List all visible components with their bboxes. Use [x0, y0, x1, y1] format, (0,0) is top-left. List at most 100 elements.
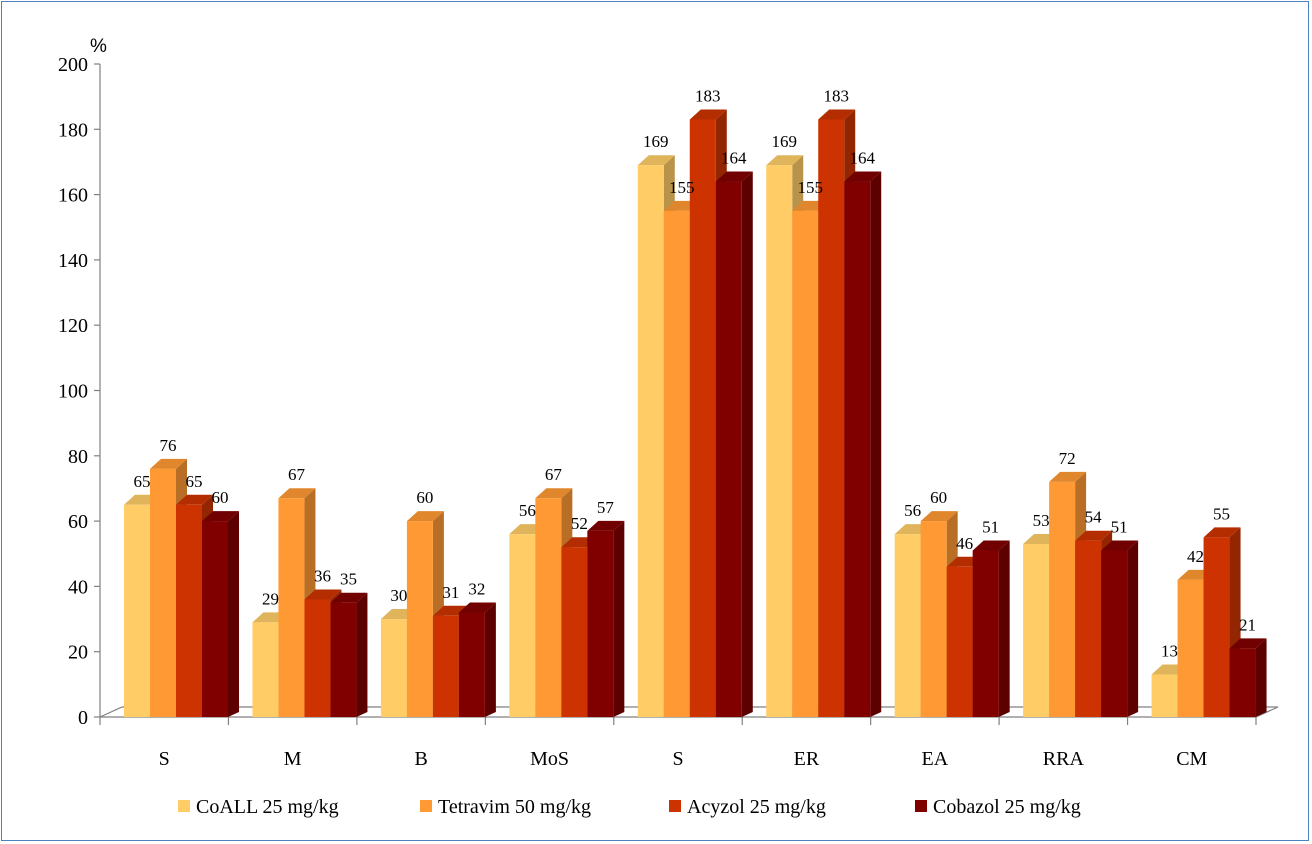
y-tick-label: 120 [58, 315, 88, 337]
bar-side [484, 602, 496, 717]
legend-item: Cobazol 25 mg/kg [915, 796, 1081, 818]
bar-top [1049, 471, 1087, 482]
bar-top [278, 488, 316, 499]
bar-top [1229, 638, 1267, 649]
bar-top [406, 511, 444, 522]
data-label: 164 [721, 149, 747, 168]
bar [330, 592, 368, 717]
bar-side [613, 520, 625, 717]
data-label: 21 [1239, 615, 1256, 634]
x-category-label: M [284, 748, 302, 770]
bar-front [818, 119, 845, 717]
y-tick-label: 20 [68, 642, 88, 664]
data-labels: 65 76 65 60 29 67 36 35 30 60 31 32 56 67 52 57 169 155 18… [134, 87, 1257, 661]
bar [458, 602, 496, 717]
y-tick-label: 80 [68, 446, 88, 468]
data-label: 169 [771, 132, 797, 151]
data-label: 67 [545, 465, 563, 484]
bar-front [561, 547, 588, 717]
bar-front [663, 210, 690, 718]
data-label: 46 [956, 534, 973, 553]
bar-top [689, 109, 727, 120]
bar-front [1049, 481, 1076, 717]
bar-front [202, 521, 228, 717]
bar-front [920, 521, 947, 717]
bar-top [535, 488, 573, 499]
bar-front [715, 181, 742, 718]
bar-top [1075, 530, 1113, 541]
bar-front [406, 521, 433, 717]
legend: CoALL 25 mg/kg Tetravim 50 mg/kg Acyzol 25… [178, 796, 1081, 818]
legend-label: Acyzol 25 mg/kg [687, 796, 826, 818]
bar-front [124, 504, 150, 717]
data-label: 52 [571, 514, 588, 533]
bar-top [458, 602, 496, 613]
bar-top [766, 155, 804, 166]
y-tick-label: 140 [58, 250, 88, 272]
legend-item: Acyzol 25 mg/kg [669, 796, 826, 818]
bar-front [587, 530, 614, 717]
bar [587, 520, 625, 717]
data-label: 31 [442, 583, 459, 602]
data-label: 60 [416, 488, 433, 507]
bar [202, 511, 239, 717]
bar [1229, 638, 1267, 717]
bar-front [792, 210, 819, 718]
data-label: 30 [390, 586, 407, 605]
bar-front [432, 615, 459, 717]
bar-top [176, 494, 213, 505]
bar-front [1229, 648, 1256, 717]
bar-top [1203, 527, 1241, 538]
bar-side [1255, 638, 1267, 717]
y-tick-label: 60 [68, 511, 88, 533]
data-label: 54 [1085, 508, 1103, 527]
data-label: 155 [797, 178, 823, 197]
bar-top [844, 171, 882, 182]
bar [715, 171, 753, 718]
bar-front [972, 550, 999, 717]
data-label: 51 [1111, 517, 1128, 536]
data-label: 32 [468, 580, 485, 599]
data-label: 67 [288, 465, 306, 484]
bar-front [844, 181, 871, 718]
bar-front [252, 622, 279, 717]
bar-top [330, 592, 368, 603]
bar-top [972, 540, 1010, 551]
y-tick-label: 160 [58, 185, 88, 207]
data-label: 76 [160, 436, 177, 455]
bar-front [1151, 674, 1178, 717]
bar-front [1177, 579, 1204, 717]
bar-front [637, 165, 664, 718]
y-tick-label: 0 [78, 707, 88, 729]
bar-front [176, 504, 202, 717]
bar-front [1101, 550, 1128, 717]
x-category-label: S [672, 748, 683, 770]
data-label: 36 [314, 566, 331, 585]
data-label: 60 [930, 488, 947, 507]
bar-top [1101, 540, 1139, 551]
bars [124, 109, 1267, 718]
y-tick-label: 40 [68, 576, 88, 598]
legend-item: CoALL 25 mg/kg [178, 796, 339, 818]
x-category-label: MoS [530, 748, 569, 770]
data-label: 183 [695, 87, 721, 106]
x-category-label: B [414, 748, 427, 770]
data-label: 60 [212, 488, 229, 507]
bar-front [1075, 540, 1102, 717]
data-label: 169 [643, 132, 669, 151]
data-label: 164 [849, 149, 875, 168]
bar-side [1127, 540, 1139, 717]
legend-item: Tetravim 50 mg/kg [420, 796, 591, 818]
data-label: 183 [823, 87, 849, 106]
bar-top [150, 458, 187, 469]
bar [972, 540, 1010, 717]
bar-top [637, 155, 675, 166]
y-tick-label: 100 [58, 381, 88, 403]
data-label: 65 [186, 472, 203, 491]
y-tick-label: 200 [58, 54, 88, 76]
bar-side [741, 171, 753, 718]
data-label: 29 [262, 589, 279, 608]
x-category-label: ER [794, 748, 820, 770]
axes: 0 20 40 60 80 100 120 140 160 180 200% S M B MoS S ER EA R… [58, 36, 1257, 770]
